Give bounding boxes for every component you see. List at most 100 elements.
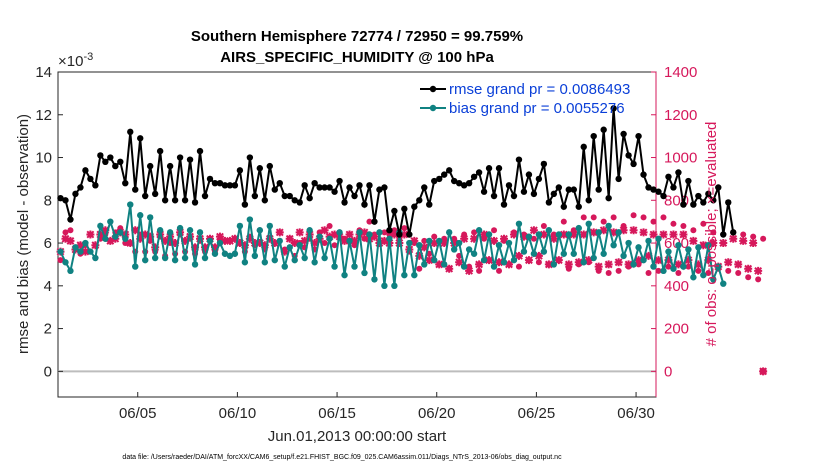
bias-point xyxy=(465,246,473,253)
rmse-point xyxy=(276,179,283,187)
obs-possible-point xyxy=(461,231,468,238)
bias-point xyxy=(675,241,682,249)
obs-possible-point xyxy=(555,257,562,264)
rmse-point xyxy=(266,162,273,170)
rmse-point xyxy=(371,218,378,225)
rmse-point xyxy=(316,184,323,191)
bias-point xyxy=(271,256,278,264)
obs-evaluated-point xyxy=(734,260,743,269)
rmse-point xyxy=(206,175,214,183)
rmse-point xyxy=(231,182,239,189)
rmse-point xyxy=(112,162,119,170)
rmse-point xyxy=(191,199,199,206)
obs-evaluated-point xyxy=(215,232,224,241)
obs-possible-point xyxy=(501,237,508,244)
obs-possible-point xyxy=(690,227,697,234)
obs-evaluated-point xyxy=(749,239,758,248)
bias-point xyxy=(97,222,104,230)
bias-point xyxy=(545,227,553,234)
bias-point xyxy=(525,233,533,240)
y-exponent-power: -3 xyxy=(83,51,93,63)
bias-point xyxy=(72,244,79,251)
rmse-point xyxy=(485,165,493,172)
obs-possible-point xyxy=(476,267,483,274)
bias-point xyxy=(351,263,358,270)
rmse-point xyxy=(356,182,363,189)
obs-possible-point xyxy=(466,263,473,270)
bias-point xyxy=(426,237,433,245)
obs-possible-point xyxy=(286,235,293,242)
bias-point xyxy=(600,250,607,257)
obs-evaluated-point xyxy=(744,264,753,273)
bias-point xyxy=(146,214,154,221)
obs-evaluated-point xyxy=(350,236,359,245)
bias-point xyxy=(87,248,94,255)
obs-possible-point xyxy=(685,263,692,270)
obs-evaluated-point xyxy=(101,226,110,235)
x-tick-label: 06/10 xyxy=(219,405,257,422)
rmse-point xyxy=(361,201,368,208)
obs-possible-point xyxy=(700,220,707,227)
bias-point xyxy=(695,244,702,251)
bias-point xyxy=(166,229,174,236)
obs-evaluated-point xyxy=(415,251,424,260)
obs-evaluated-point xyxy=(679,230,688,239)
obs-possible-point xyxy=(630,212,637,219)
obs-evaluated-point xyxy=(654,256,663,265)
bias-point xyxy=(460,263,468,270)
obs-evaluated-point xyxy=(589,228,598,237)
rmse-point xyxy=(286,192,293,200)
bias-point xyxy=(685,246,692,253)
rmse-point xyxy=(351,192,358,200)
bias-point xyxy=(710,276,717,283)
obs-evaluated-point xyxy=(594,262,603,271)
rmse-point xyxy=(137,135,144,142)
bias-point xyxy=(715,263,722,270)
obs-possible-point xyxy=(610,214,617,221)
bias-point xyxy=(151,254,159,262)
obs-evaluated-point xyxy=(300,236,309,245)
bias-point xyxy=(605,222,612,230)
obs-evaluated-point xyxy=(310,239,319,248)
obs-evaluated-point xyxy=(440,239,449,248)
rmse-point xyxy=(500,201,508,208)
legend-bias-label: bias grand pr = 0.0055276 xyxy=(449,100,625,117)
bias-point xyxy=(680,263,687,270)
rmse-point xyxy=(251,192,259,200)
rmse-point xyxy=(146,162,154,170)
bias-point xyxy=(92,254,99,262)
x-tick-label: 06/05 xyxy=(119,405,157,422)
rmse-point xyxy=(700,199,707,206)
obs-final-point xyxy=(759,367,767,375)
rmse-point xyxy=(102,158,109,166)
obs-possible-point xyxy=(725,267,732,274)
rmse-point xyxy=(515,156,523,163)
rmse-point xyxy=(156,147,164,155)
obs-evaluated-point xyxy=(729,234,738,243)
rmse-point xyxy=(720,231,727,238)
bias-point xyxy=(241,259,249,266)
obs-possible-point xyxy=(67,227,74,234)
obs-evaluated-point xyxy=(161,236,170,245)
rmse-point xyxy=(241,201,249,208)
rmse-point xyxy=(585,197,592,204)
rmse-point xyxy=(450,177,458,185)
bias-point xyxy=(346,237,353,245)
obs-evaluated-point xyxy=(465,266,474,275)
obs-possible-point xyxy=(127,240,134,247)
bias-point xyxy=(690,274,697,281)
rmse-point xyxy=(396,231,403,238)
bias-point xyxy=(181,254,189,262)
rmse-point xyxy=(426,201,433,208)
rmse-point xyxy=(77,184,84,191)
rmse-point xyxy=(575,203,582,210)
obs-evaluated-point xyxy=(649,230,658,239)
obs-evaluated-point xyxy=(669,230,678,239)
obs-possible-point xyxy=(605,269,612,276)
bias-point xyxy=(700,271,707,279)
bias-point xyxy=(421,261,428,268)
obs-evaluated-point xyxy=(146,232,155,241)
bias-point xyxy=(720,280,727,287)
obs-possible-point xyxy=(620,222,627,229)
